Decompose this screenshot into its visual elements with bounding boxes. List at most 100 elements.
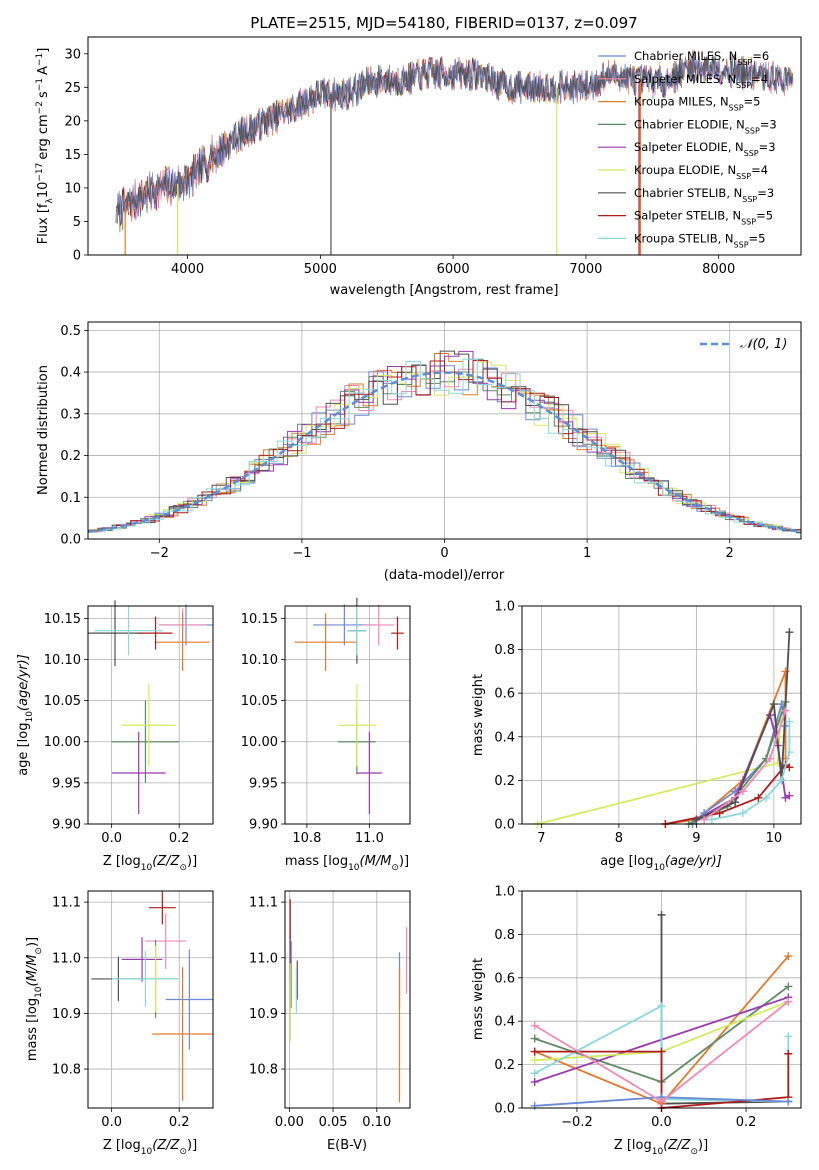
age-vs-mass-panel: 10.8 11.0 9.90 9.95 10.00 10.05 10.10 10.15 mas… — [241, 597, 411, 873]
weight-vs-age-ticks: 7 8 9 10 0.0 0.2 0.4 0.6 0.8 1.0 — [494, 600, 782, 847]
weight-vs-Z-marker-salp_miles — [530, 1021, 539, 1030]
weight-vs-age-marker-krou_stelib — [785, 748, 794, 757]
weight-vs-age-line-krou_stelib — [711, 721, 791, 821]
spectrum-series-chab_stelib — [115, 50, 794, 226]
weight-vs-age-ytick-label: 1.0 — [494, 600, 515, 615]
mass-vs-Z-xtick-label: 0.2 — [169, 1115, 190, 1130]
residuals-panel: −2 −1 0 1 2 0.0 0.1 0.2 0.3 0.4 0.5 𝒩(0, 1) (data-… — [36, 321, 802, 583]
residuals-ytick-label: 0.0 — [60, 533, 81, 548]
mass-vs-Z-ylabel: mass [log10(M/M⊙)] — [25, 937, 44, 1061]
mass-vs-Z-xlabel: Z [log10(Z/Z⊙)] — [103, 1138, 197, 1157]
age-vs-mass-ytick-label: 10.10 — [241, 653, 278, 668]
weight-vs-age-xtick-label: 7 — [537, 831, 545, 846]
weight-vs-age-xtick-label: 8 — [615, 831, 623, 846]
spectrum-legend-label: Salpeter MILES, NSSP=4 — [634, 72, 768, 90]
weight-vs-Z-marker-krou_stelib — [530, 1069, 539, 1078]
spectrum-legend-label: Chabrier ELODIE, NSSP=3 — [634, 117, 777, 135]
weight-vs-Z-xlabel: Z [log10(Z/Z⊙)] — [614, 1138, 708, 1157]
spectrum-xtick-label: 4000 — [171, 262, 204, 277]
spectrum-ticks: 4000 5000 6000 7000 8000 0 5 10 15 20 25 30 — [64, 47, 735, 277]
age-vs-Z-ytick-label: 10.05 — [44, 694, 81, 709]
weight-vs-age-marker-salp_miles — [738, 787, 747, 796]
weight-vs-age-ylabel: mass weight — [471, 674, 486, 756]
weight-vs-Z-ticks: −0.2 0.0 0.2 0.0 0.2 0.4 0.6 0.8 1.0 — [494, 885, 756, 1131]
mass-vs-ebv-xtick-label: 0.05 — [319, 1115, 348, 1130]
weight-vs-age-xlabel: age [log10(age/yr)] — [600, 854, 722, 873]
residuals-xtick-label: −1 — [292, 546, 311, 561]
spectrum-frame — [87, 36, 802, 256]
weight-vs-Z-marker-chab_miles — [530, 1101, 539, 1110]
mass-vs-Z-panel: 0.0 0.2 10.8 10.9 11.0 11.1 Z [log10(Z/Z⊙)] m… — [25, 890, 214, 1157]
weight-vs-age-grid — [522, 605, 801, 825]
weight-vs-age-marker-salp_miles — [700, 815, 709, 824]
mass-vs-Z-ticks: 0.0 0.2 10.8 10.9 11.0 11.1 — [52, 896, 190, 1130]
mass-vs-Z-grid — [88, 891, 213, 1108]
age-vs-Z-frame — [87, 605, 214, 825]
residuals-ytick-label: 0.2 — [60, 449, 81, 464]
weight-vs-age-line-salp_miles — [703, 710, 787, 821]
residuals-xtick-label: −2 — [150, 546, 169, 561]
weight-vs-Z-panel: −0.2 0.0 0.2 0.0 0.2 0.4 0.6 0.8 1.0 Z [log10(Z/… — [471, 885, 802, 1157]
age-vs-Z-points — [88, 600, 213, 815]
spectrum-ytick-label: 25 — [64, 81, 81, 96]
mass-vs-ebv-panel: 0.00 0.05 0.10 10.8 10.9 11.0 11.1 E(B-V) — [249, 890, 411, 1153]
weight-vs-age-marker-chab_stelib — [692, 815, 701, 824]
spectrum-legend-label: Chabrier STELIB, NSSP=3 — [634, 186, 774, 204]
weight-vs-Z-marker-salp_miles — [657, 1097, 666, 1106]
age-vs-mass-grid — [285, 606, 410, 825]
age-vs-mass-ytick-label: 9.95 — [249, 776, 278, 791]
weight-vs-Z-ytick-label: 1.0 — [494, 885, 515, 900]
spectrum-legend: Chabrier MILES, NSSP=6 Salpeter MILES, NS… — [598, 49, 777, 249]
weight-vs-age-marker-salp_miles — [781, 706, 790, 715]
weight-vs-Z-marker-salp_stelib — [657, 1047, 666, 1056]
spectrum-ytick-label: 10 — [64, 181, 81, 196]
age-vs-Z-ticks: 0.0 0.2 9.90 9.95 10.00 10.05 10.10 10.15 — [44, 612, 190, 846]
weight-vs-age-xtick-label: 9 — [692, 831, 700, 846]
age-vs-Z-ytick-label: 10.15 — [44, 612, 81, 627]
weight-vs-Z-ylabel: mass weight — [471, 958, 486, 1040]
age-vs-Z-xlabel: Z [log10(Z/Z⊙)] — [103, 854, 197, 873]
mass-vs-Z-points — [91, 891, 213, 1101]
spectrum-ylabel: Flux [fλ10−17erg cm−2s−1A−1] — [35, 48, 55, 245]
spectrum-legend-label: Salpeter ELODIE, NSSP=3 — [634, 140, 776, 158]
mass-vs-Z-ytick-label: 11.0 — [52, 951, 81, 966]
weight-vs-age-marker-salp_stelib — [785, 763, 794, 772]
spectrum-ytick-label: 30 — [64, 47, 81, 62]
weight-vs-Z-ytick-label: 0.0 — [494, 1102, 515, 1117]
weight-vs-age-xtick-label: 10 — [766, 831, 783, 846]
weight-vs-age-marker-salp_stelib — [754, 793, 763, 802]
weight-vs-Z-ytick-label: 0.8 — [494, 928, 515, 943]
spectrum-legend-label: Kroupa STELIB, NSSP=5 — [634, 231, 765, 249]
mass-vs-ebv-xtick-label: 0.10 — [362, 1115, 391, 1130]
age-vs-mass-frame — [284, 605, 411, 825]
weight-vs-Z-marker-krou_stelib — [784, 1032, 793, 1041]
weight-vs-age-marker-salp_miles — [766, 754, 774, 763]
weight-vs-Z-ytick-label: 0.6 — [494, 971, 515, 986]
age-vs-mass-ytick-label: 9.90 — [249, 818, 278, 833]
residuals-ticks: −2 −1 0 1 2 0.0 0.1 0.2 0.3 0.4 0.5 — [60, 324, 734, 561]
weight-vs-age-frame — [521, 605, 802, 825]
weight-vs-Z-marker-salp_elodie — [530, 1077, 539, 1086]
spectrum-lines — [115, 49, 794, 255]
residuals-ytick-label: 0.3 — [60, 407, 81, 422]
weight-vs-age-marker-chab_stelib — [731, 798, 740, 807]
age-vs-mass-ytick-label: 10.05 — [241, 694, 278, 709]
weight-vs-age-ytick-label: 0.8 — [494, 643, 515, 658]
mass-vs-Z-ytick-label: 10.9 — [52, 1007, 81, 1022]
spectrum-legend-label: Salpeter STELIB, NSSP=5 — [634, 209, 773, 227]
weight-vs-age-marker-chab_stelib — [785, 628, 794, 637]
age-vs-Z-ytick-label: 9.95 — [52, 776, 81, 791]
age-vs-Z-ylabel: age [log10(age/yr)] — [16, 654, 35, 776]
residuals-xtick-label: 1 — [583, 546, 591, 561]
spectrum-ytick-label: 5 — [73, 215, 81, 230]
residuals-xlabel: (data-model)/error — [384, 568, 505, 583]
residuals-ytick-label: 0.1 — [60, 491, 81, 506]
spectrum-xtick-label: 5000 — [304, 262, 337, 277]
weight-vs-age-marker-krou_stelib — [785, 717, 794, 726]
residuals-hist-chab_stelib — [88, 350, 801, 533]
weight-vs-Z-marker-salp_stelib — [784, 1049, 793, 1058]
weight-vs-Z-marker-chab_stelib — [657, 910, 666, 919]
age-vs-Z-ytick-label: 10.10 — [44, 653, 81, 668]
normal-legend-label: 𝒩(0, 1) — [740, 337, 787, 352]
age-vs-mass-xtick-label: 11.0 — [355, 831, 384, 846]
